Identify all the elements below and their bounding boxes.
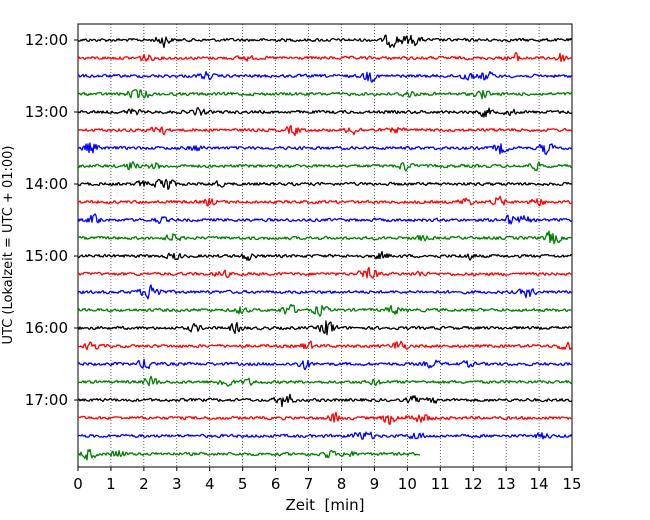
- trace-line: [77, 431, 573, 440]
- trace-line: [77, 303, 573, 317]
- trace-line: [77, 320, 573, 336]
- trace-line: [77, 70, 573, 83]
- x-axis-ticks: 0 1 2 3 4 5 6 7 8 9 10 11 12 13 14 15: [73, 467, 582, 493]
- trace-line: [77, 106, 573, 118]
- trace-line: [77, 195, 573, 207]
- x-tick-label: 6: [271, 475, 281, 493]
- y-axis-title: UTC (Lokalzeit = UTC + 01:00): [1, 146, 16, 345]
- x-tick-label: 5: [238, 475, 248, 493]
- x-tick-label: 11: [431, 475, 450, 493]
- x-tick-label: 13: [497, 475, 516, 493]
- seismogram-traces: [77, 34, 573, 461]
- trace-line: [77, 250, 573, 262]
- x-tick-label: 10: [398, 475, 417, 493]
- trace-line: [77, 51, 573, 63]
- trace-line: [77, 124, 573, 137]
- x-tick-label: 9: [370, 475, 380, 493]
- trace-line: [77, 411, 573, 425]
- x-tick-label: 15: [562, 475, 581, 493]
- y-tick-label: 15:00: [25, 247, 68, 265]
- x-axis-title: Zeit [min]: [285, 496, 364, 514]
- trace-line: [77, 178, 573, 190]
- y-tick-label: 17:00: [25, 391, 68, 409]
- trace-line: [77, 358, 573, 371]
- x-tick-label: 8: [337, 475, 347, 493]
- trace-line: [77, 284, 573, 300]
- x-tick-label: 1: [106, 475, 116, 493]
- y-tick-label: 14:00: [25, 175, 68, 193]
- trace-line: [77, 161, 573, 172]
- y-tick-label: 12:00: [25, 31, 68, 49]
- x-tick-label: 0: [73, 475, 83, 493]
- x-tick-label: 7: [304, 475, 314, 493]
- trace-line: [77, 230, 573, 245]
- y-tick-label: 13:00: [25, 103, 68, 121]
- trace-line: [77, 34, 573, 49]
- y-tick-label: 16:00: [25, 319, 68, 337]
- y-axis-ticks: 12:00 13:00 14:00 15:00 16:00 17:00: [25, 31, 78, 409]
- x-tick-label: 14: [530, 475, 549, 493]
- x-tick-label: 4: [205, 475, 215, 493]
- x-tick-label: 2: [139, 475, 149, 493]
- x-tick-label: 12: [464, 475, 483, 493]
- x-tick-label: 3: [172, 475, 182, 493]
- trace-line: [77, 393, 573, 408]
- trace-line: [77, 448, 421, 461]
- trace-line: [77, 89, 573, 100]
- trace-line: [77, 266, 573, 279]
- trace-line: [77, 375, 573, 388]
- trace-line: [77, 340, 573, 351]
- plot-frame: [77, 23, 573, 468]
- trace-line: [77, 142, 573, 156]
- vertical-gridlines: [110, 24, 540, 467]
- trace-line: [77, 213, 573, 225]
